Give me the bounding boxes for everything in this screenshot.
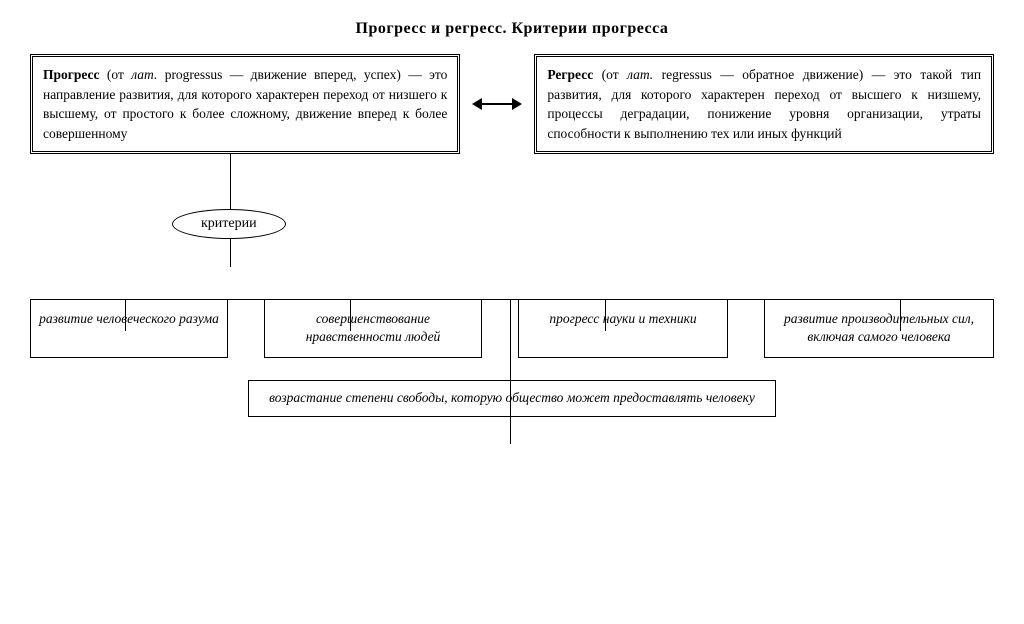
connector-line (125, 299, 126, 331)
connector-line (605, 299, 606, 331)
bottom-block: возрастание степени свободы, которую общ… (30, 380, 994, 417)
bidirectional-arrow-icon (472, 98, 522, 110)
regress-term: Регресс (547, 67, 593, 82)
criterion-box-3: прогресс науки и техники (518, 299, 728, 357)
connector-line (230, 239, 231, 267)
connector-line (230, 154, 231, 209)
regress-etym-word: regressus — обратное движение) (653, 67, 863, 82)
regress-etym-lang: лат. (627, 67, 653, 82)
criterion-box-2: совершенствование нравственности людей (264, 299, 482, 357)
connector-line (125, 299, 900, 300)
criteria-label: критерии (172, 209, 286, 239)
connector-line (900, 299, 901, 331)
criterion-box-4: развитие производительных сил, включая с… (764, 299, 994, 357)
criteria-row: развитие человеческого разума совершенст… (30, 299, 994, 357)
connector-line (350, 299, 351, 331)
progress-etym-prefix: (от (107, 67, 131, 82)
connector-line (510, 299, 511, 444)
regress-etym-prefix: (от (602, 67, 627, 82)
definitions-row: Прогресс (от лат. progressus — движение … (30, 54, 994, 154)
page-title: Прогресс и регресс. Критерии прогресса (30, 20, 994, 38)
criteria-oval-wrap: критерии (30, 209, 994, 239)
progress-term: Прогресс (43, 67, 100, 82)
progress-etym-lang: лат. (131, 67, 157, 82)
progress-etym-word: progressus — движение вперед, успех) (157, 67, 401, 82)
criterion-bottom: возрастание степени свободы, которую общ… (248, 380, 776, 417)
criteria-tree: развитие человеческого разума совершенст… (30, 299, 994, 416)
criterion-box-1: развитие человеческого разума (30, 299, 228, 357)
regress-definition: Регресс (от лат. regressus — обратное дв… (534, 54, 994, 154)
progress-definition: Прогресс (от лат. progressus — движение … (30, 54, 460, 154)
